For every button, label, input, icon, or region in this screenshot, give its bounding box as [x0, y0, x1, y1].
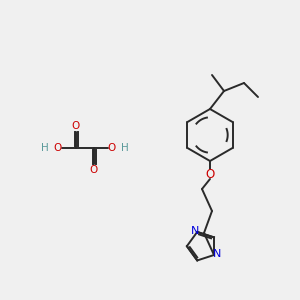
Text: N: N	[191, 226, 200, 236]
Text: O: O	[72, 121, 80, 131]
Text: O: O	[54, 143, 62, 153]
Text: H: H	[41, 143, 49, 153]
Text: N: N	[213, 249, 221, 259]
Text: O: O	[90, 165, 98, 175]
Text: H: H	[121, 143, 129, 153]
Text: O: O	[108, 143, 116, 153]
Text: O: O	[206, 167, 214, 181]
